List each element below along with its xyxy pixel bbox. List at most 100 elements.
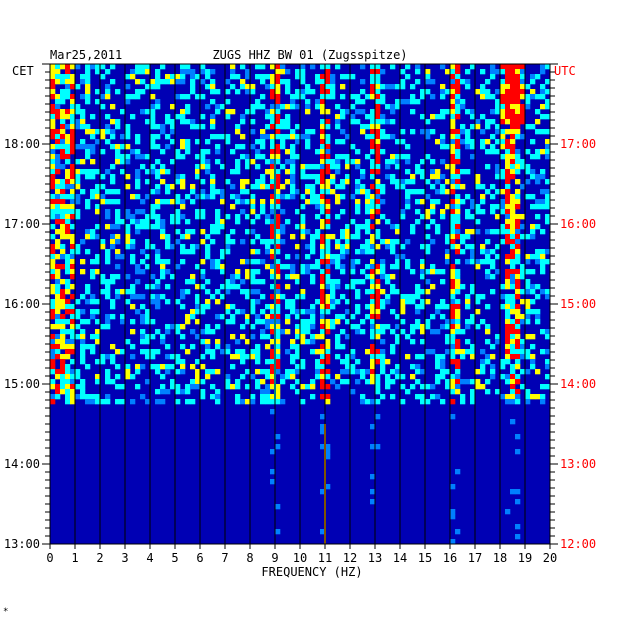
spectrogram-cell bbox=[475, 119, 481, 125]
spectrogram-cell bbox=[510, 399, 516, 405]
spectrogram-cell bbox=[185, 229, 191, 235]
spectrogram-cell bbox=[60, 189, 66, 195]
spectrogram-cell bbox=[50, 399, 56, 405]
spectrogram-cell bbox=[170, 324, 176, 330]
spectrogram-cell bbox=[155, 69, 161, 75]
spectrogram-cell bbox=[340, 229, 346, 235]
spectrogram-cell bbox=[100, 94, 106, 100]
spectrogram-cell bbox=[60, 139, 66, 145]
spectrogram-cell bbox=[485, 94, 491, 100]
spectrogram-cell bbox=[525, 314, 531, 320]
spectrogram-cell bbox=[400, 139, 406, 145]
spectrogram-cell bbox=[115, 384, 121, 390]
spectrogram-cell bbox=[250, 259, 256, 265]
spectrogram-cell bbox=[430, 239, 436, 245]
spectrogram-cell bbox=[170, 199, 176, 205]
spectrogram-cell bbox=[375, 389, 381, 395]
spectrogram-cell bbox=[475, 179, 481, 185]
spectrogram-cell bbox=[165, 284, 171, 290]
spectrogram-cell bbox=[455, 384, 461, 390]
spectrogram-cell bbox=[50, 359, 56, 365]
spectrogram-cell bbox=[360, 109, 366, 115]
spectrogram-cell bbox=[100, 399, 106, 405]
spectrogram-cell bbox=[505, 104, 511, 110]
spectrogram-cell bbox=[325, 134, 331, 140]
spectrogram-cell bbox=[440, 84, 446, 90]
spectrogram-cell bbox=[235, 129, 241, 135]
spectrogram-cell bbox=[190, 69, 196, 75]
spectrogram-cell bbox=[130, 304, 136, 310]
spectrogram-cell bbox=[155, 99, 161, 105]
spectrogram-cell bbox=[70, 269, 76, 275]
spectrogram-cell bbox=[60, 314, 66, 320]
spectrogram-cell bbox=[265, 344, 271, 350]
spectrogram-cell bbox=[405, 389, 411, 395]
spectrogram-cell bbox=[75, 214, 81, 220]
spectrogram-cell bbox=[175, 264, 181, 270]
spectrogram-cell bbox=[325, 349, 331, 355]
spectrogram-cell bbox=[545, 179, 551, 185]
spectrogram-cell bbox=[110, 104, 116, 110]
spectrogram-cell bbox=[210, 229, 216, 235]
spectrogram-cell bbox=[165, 74, 171, 80]
spectrogram-cell bbox=[360, 89, 366, 95]
spectrogram-cell bbox=[510, 379, 516, 385]
spectrogram-cell bbox=[545, 349, 551, 355]
spectrogram-cell bbox=[275, 394, 281, 400]
spectrogram-cell bbox=[270, 229, 276, 235]
spectrogram-cell bbox=[460, 394, 466, 400]
spectrogram-cell bbox=[380, 134, 386, 140]
spectrogram-cell bbox=[60, 254, 66, 260]
spectrogram-cell bbox=[425, 279, 431, 285]
spectrogram-cell bbox=[65, 214, 71, 220]
spectrogram-cell bbox=[50, 174, 56, 180]
spectrogram-cell bbox=[65, 284, 71, 290]
spectrogram-cell bbox=[370, 89, 376, 95]
spectrogram-cell bbox=[365, 114, 371, 120]
spectrogram-cell bbox=[515, 314, 521, 320]
spectrogram-cell bbox=[55, 304, 61, 310]
spectrogram-cell bbox=[530, 224, 536, 230]
spectrogram-cell bbox=[370, 149, 376, 155]
spectrogram-cell bbox=[65, 259, 71, 265]
spectrogram-cell bbox=[500, 89, 506, 95]
spectrogram-cell bbox=[145, 244, 151, 250]
spectrogram-cell bbox=[85, 94, 91, 100]
spectrogram-cell bbox=[65, 384, 71, 390]
spectrogram-cell bbox=[420, 244, 426, 250]
spectrogram-cell bbox=[315, 349, 321, 355]
spectrogram-cell bbox=[425, 194, 431, 200]
spectrogram-cell bbox=[50, 344, 56, 350]
spectrogram-cell bbox=[180, 364, 186, 370]
spectrogram-cell bbox=[285, 304, 291, 310]
spectrogram-cell bbox=[105, 249, 111, 255]
spectrogram-cell bbox=[395, 184, 401, 190]
spectrogram-cell bbox=[345, 164, 351, 170]
spectrogram-cell bbox=[155, 219, 161, 225]
spectrogram-cell bbox=[485, 124, 491, 130]
spectrogram-cell bbox=[70, 394, 76, 400]
spectrogram-cell bbox=[510, 279, 516, 285]
spectrogram-cell bbox=[260, 64, 266, 70]
spectrogram-cell bbox=[60, 164, 66, 170]
spectrogram-cell bbox=[470, 154, 476, 160]
spectrogram-cell bbox=[245, 399, 251, 405]
spectrogram-cell bbox=[465, 209, 471, 215]
spectrogram-cell bbox=[265, 394, 271, 400]
spectrogram-cell bbox=[475, 379, 481, 385]
spectrogram-cell bbox=[285, 79, 291, 85]
spectrogram-cell bbox=[70, 149, 76, 155]
spectrogram-cell bbox=[170, 219, 176, 225]
spectrogram-cell bbox=[400, 329, 406, 335]
spectrogram-cell bbox=[515, 104, 521, 110]
spectrogram-cell bbox=[105, 369, 111, 375]
spectrogram-cell bbox=[350, 159, 356, 165]
spectrogram-cell bbox=[275, 244, 281, 250]
spectrogram-cell bbox=[65, 169, 71, 175]
spectrogram-cell bbox=[330, 254, 336, 260]
spectrogram-cell bbox=[370, 234, 376, 240]
spectrogram-cell bbox=[95, 194, 101, 200]
spectrogram-cell bbox=[515, 234, 521, 240]
spectrogram-cell bbox=[320, 314, 326, 320]
